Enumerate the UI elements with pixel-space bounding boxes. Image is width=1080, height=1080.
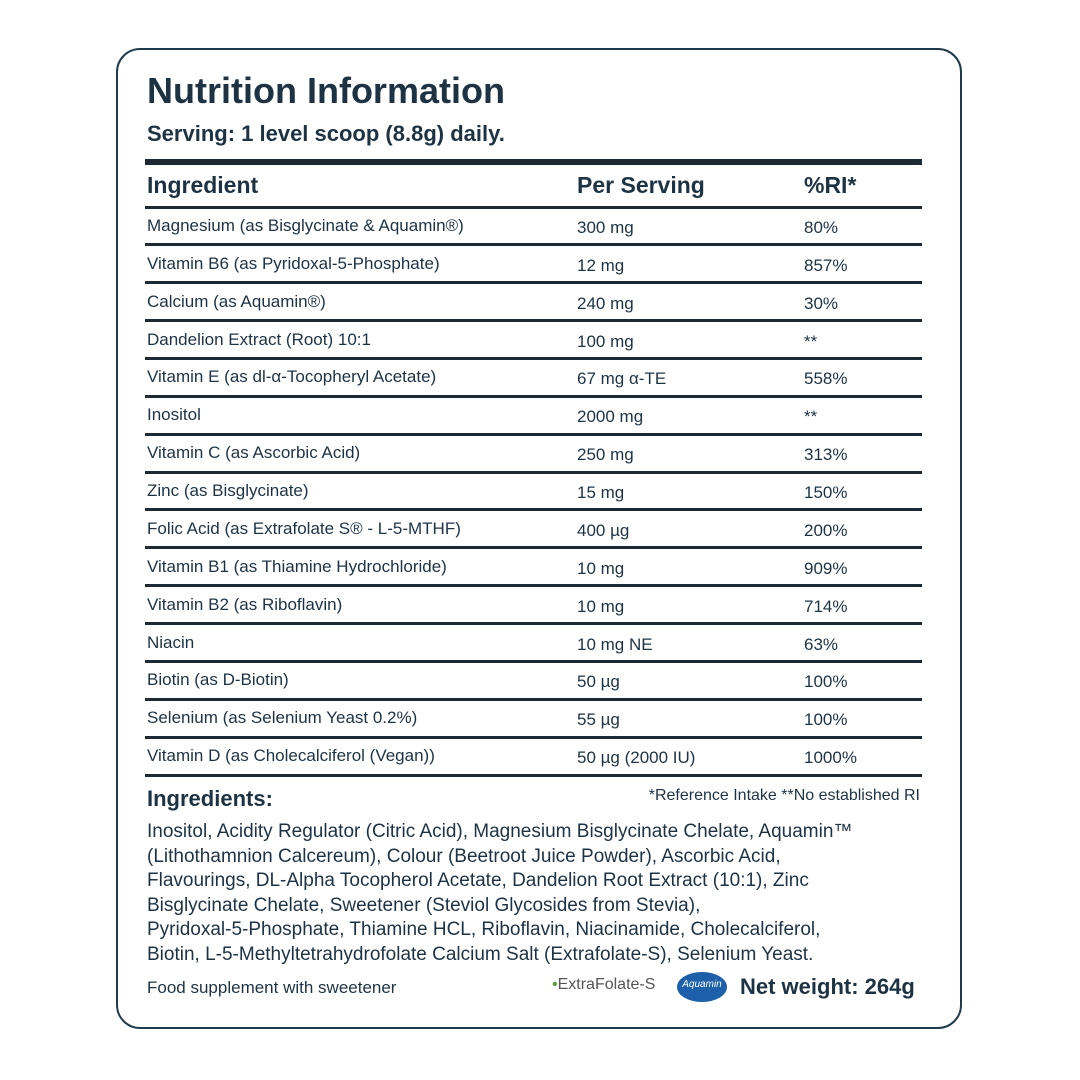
row-rule bbox=[145, 659, 922, 663]
table-cell: Vitamin D (as Cholecalciferol (Vegan)) bbox=[147, 746, 435, 766]
ingredients-line: Inositol, Acidity Regulator (Citric Acid… bbox=[147, 821, 853, 842]
row-rule bbox=[145, 356, 922, 360]
row-rule bbox=[145, 394, 922, 398]
serving: Serving: 1 level scoop (8.8g) daily. bbox=[147, 121, 505, 146]
table-cell: 313% bbox=[804, 445, 848, 465]
table-cell: Vitamin C (as Ascorbic Acid) bbox=[147, 443, 361, 463]
table-cell: 100% bbox=[804, 672, 848, 692]
table-cell: 400 µg bbox=[577, 520, 630, 540]
logo-text: ExtraFolate-S bbox=[557, 976, 656, 993]
table-cell: 1000% bbox=[804, 748, 857, 768]
table-cell: 50 µg bbox=[577, 672, 620, 692]
table-cell: Selenium (as Selenium Yeast 0.2%) bbox=[147, 708, 418, 728]
header-rule bbox=[145, 205, 922, 209]
table-cell: 100% bbox=[804, 710, 848, 730]
ingredients-line: Biotin, L-5-Methyltetrahydrofolate Calci… bbox=[147, 944, 814, 965]
table-cell: Calcium (as Aquamin®) bbox=[147, 291, 326, 311]
ingredients-line: Flavourings, DL-Alpha Tocopherol Acetate… bbox=[147, 870, 809, 892]
ingredients-line: Pyridoxal-5-Phosphate, Thiamine HCL, Rib… bbox=[147, 919, 821, 941]
table-cell: 55 µg bbox=[577, 710, 620, 730]
ingredients-line: (Lithothamnion Calcereum), Colour (Beetr… bbox=[147, 845, 781, 867]
table-cell: 250 mg bbox=[577, 445, 634, 465]
table-cell: 909% bbox=[804, 558, 848, 578]
table-cell: Dandelion Extract (Root) 10:1 bbox=[147, 329, 371, 349]
row-rule bbox=[145, 546, 922, 550]
table-cell: Biotin (as D-Biotin) bbox=[147, 670, 289, 690]
column-header: Ingredient bbox=[147, 172, 259, 198]
row-rule bbox=[145, 735, 922, 739]
extrafolate-logo: •ExtraFolate-S bbox=[552, 976, 656, 993]
table-cell: 30% bbox=[804, 293, 839, 313]
table-cell: Vitamin B1 (as Thiamine Hydrochloride) bbox=[147, 556, 447, 576]
table-cell: Vitamin B2 (as Riboflavin) bbox=[147, 594, 343, 614]
table-cell: 150% bbox=[804, 483, 848, 503]
row-rule bbox=[145, 281, 922, 285]
table-cell: 10 mg NE bbox=[577, 634, 653, 654]
table-cell: 240 mg bbox=[577, 293, 634, 313]
table-cell: ** bbox=[804, 331, 818, 351]
column-header: Per Serving bbox=[577, 172, 705, 198]
table-cell: 2000 mg bbox=[577, 407, 644, 427]
table-cell: Vitamin E (as dl-α-Tocopheryl Acetate) bbox=[147, 367, 437, 387]
table-cell: Inositol bbox=[147, 405, 201, 425]
row-rule bbox=[145, 584, 922, 588]
table-cell: Vitamin B6 (as Pyridoxal-5-Phosphate) bbox=[147, 253, 440, 273]
aquamin-logo: Aquamin bbox=[677, 972, 727, 1002]
row-rule bbox=[145, 319, 922, 323]
ingredients-heading: Ingredients: bbox=[147, 786, 273, 811]
row-rule bbox=[145, 622, 922, 626]
column-header: %RI* bbox=[804, 172, 857, 198]
table-cell: 100 mg bbox=[577, 331, 634, 351]
row-rule bbox=[145, 432, 922, 436]
table-cell: 67 mg α-TE bbox=[577, 369, 667, 389]
net-weight: Net weight: 264g bbox=[740, 974, 915, 999]
footer-text: Food supplement with sweetener bbox=[147, 978, 397, 997]
table-cell: Zinc (as Bisglycinate) bbox=[147, 481, 309, 501]
table-cell: 10 mg bbox=[577, 596, 625, 616]
table-cell: Niacin bbox=[147, 632, 195, 652]
table-cell: 857% bbox=[804, 255, 848, 275]
table-cell: 50 µg (2000 IU) bbox=[577, 748, 696, 768]
table-cell: 300 mg bbox=[577, 218, 634, 237]
table-cell: 15 mg bbox=[577, 483, 625, 503]
ingredients-line: Bisglycinate Chelate, Sweetener (Steviol… bbox=[147, 894, 701, 916]
table-cell: ** bbox=[804, 407, 818, 427]
table-cell: 80% bbox=[804, 218, 839, 237]
row-rule bbox=[145, 243, 922, 247]
table-cell: 714% bbox=[804, 596, 848, 616]
table-cell: Folic Acid (as Extrafolate S® - L-5-MTHF… bbox=[147, 518, 461, 538]
table-cell: 12 mg bbox=[577, 255, 625, 275]
label-card bbox=[116, 48, 962, 1029]
row-rule bbox=[145, 697, 922, 701]
note: *Reference Intake **No established RI bbox=[648, 787, 920, 804]
table-cell: 200% bbox=[804, 520, 848, 540]
top-rule bbox=[145, 159, 922, 165]
table-cell: 10 mg bbox=[577, 558, 625, 578]
row-rule bbox=[145, 773, 922, 777]
row-rule bbox=[145, 508, 922, 512]
title: Nutrition Information bbox=[147, 70, 505, 111]
table-cell: 558% bbox=[804, 369, 848, 389]
table-cell: Magnesium (as Bisglycinate & Aquamin®) bbox=[147, 216, 464, 235]
row-rule bbox=[145, 470, 922, 474]
table-cell: 63% bbox=[804, 634, 839, 654]
